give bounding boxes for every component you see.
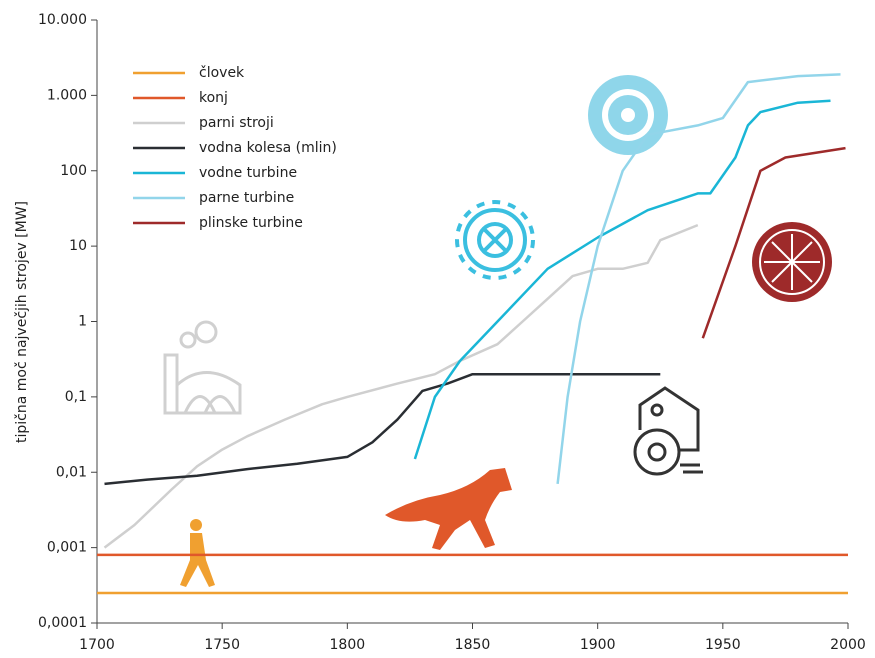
y-tick-label: 1 [78, 314, 87, 330]
chart: tipična moč največjih strojev [MW] 0,000… [0, 0, 875, 658]
icon-person [180, 519, 215, 587]
icon-mill [635, 388, 703, 474]
y-tick-label: 0,001 [47, 540, 87, 556]
legend-label: vodna kolesa (mlin) [199, 140, 337, 156]
icon-water-wheel [457, 202, 533, 278]
series-line [105, 374, 661, 484]
x-tick-label: 1750 [204, 637, 240, 653]
y-tick-label: 0,0001 [38, 615, 87, 631]
series-line [105, 225, 698, 547]
legend-label: plinske turbine [199, 215, 303, 231]
y-axis-title: tipična moč največjih strojev [MW] [14, 201, 30, 443]
icon-gas-turbine [752, 222, 832, 302]
y-tick-label: 100 [60, 163, 87, 179]
page: {"chart_data": { "type": "line", "y_labe… [0, 0, 875, 658]
y-tick-label: 10.000 [38, 12, 87, 28]
icon-factory [165, 322, 240, 413]
legend-label: vodne turbine [199, 165, 297, 181]
legend-label: konj [199, 90, 228, 106]
legend-label: parni stroji [199, 115, 274, 131]
legend-label: človek [199, 65, 245, 81]
y-tick-label: 0,1 [65, 389, 87, 405]
icon-turbine-steam [588, 75, 668, 155]
x-tick-label: 1800 [330, 637, 366, 653]
icon-horse [385, 468, 512, 550]
y-tick-label: 1.000 [47, 87, 87, 103]
legend-label: parne turbine [199, 190, 294, 206]
x-tick-label: 1700 [79, 637, 115, 653]
x-tick-label: 1900 [580, 637, 616, 653]
x-tick-label: 1950 [705, 637, 741, 653]
y-tick-label: 0,01 [56, 464, 87, 480]
y-tick-label: 10 [69, 238, 87, 254]
x-tick-label: 1850 [455, 637, 491, 653]
x-tick-label: 2000 [830, 637, 866, 653]
